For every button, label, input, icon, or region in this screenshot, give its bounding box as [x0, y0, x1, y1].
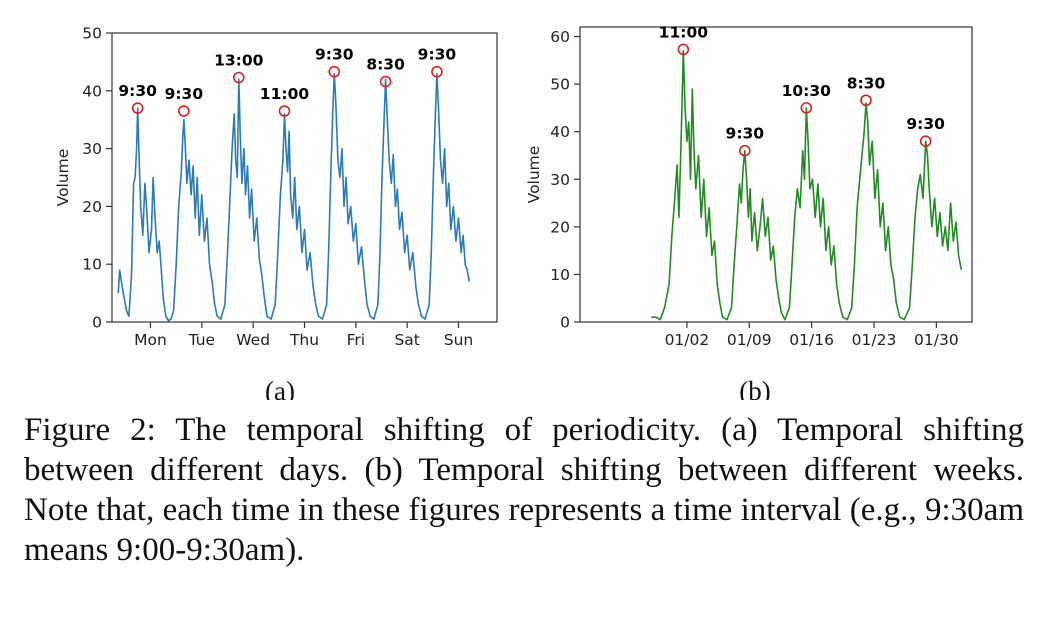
- panel-b: 0 10 20 30 40 50 60 01/02 01/09 01/16 01/23 01/30 Vo…: [525, 23, 973, 400]
- y-tick-label: 50: [82, 25, 102, 43]
- figure-canvas: 0 10 20 30 40 50 Mon Tue Wed Thu Fri Sat Sun Volume 9:…: [54, 23, 973, 400]
- peak-label: 9:30: [418, 46, 457, 64]
- peak-marker: [800, 102, 813, 114]
- y-axis-title: Volume: [54, 149, 72, 207]
- x-tick-label: 01/23: [852, 331, 897, 349]
- peak-label: 9:30: [315, 46, 354, 64]
- plot-frame: [579, 26, 973, 323]
- peak-label: 10:30: [782, 82, 832, 100]
- peak-label: 11:00: [659, 23, 709, 41]
- peak-label: 13:00: [214, 52, 264, 70]
- peak-marker: [328, 65, 341, 78]
- y-tick-label: 0: [560, 314, 570, 332]
- peak-marker: [431, 65, 443, 78]
- peak-marker: [131, 102, 144, 114]
- x-tick-label: Mon: [134, 331, 167, 349]
- peak-marker: [919, 135, 932, 147]
- x-tick-label: Tue: [188, 331, 215, 349]
- peak-label: 11:00: [260, 85, 310, 103]
- y-tick-label: 30: [82, 140, 102, 158]
- series-line: [117, 72, 471, 322]
- peak-marker: [677, 43, 690, 56]
- subfigure-label: (b): [739, 376, 770, 400]
- peak-label: 9:30: [118, 82, 157, 100]
- series-line: [651, 50, 963, 321]
- peak-label: 9:30: [165, 85, 204, 103]
- peak-marker: [379, 75, 392, 88]
- peak-label: 8:30: [366, 56, 405, 74]
- peak-marker: [178, 105, 190, 117]
- figure-caption: Figure 2: The temporal shifting of perio…: [24, 412, 1024, 568]
- peak-marker: [860, 94, 872, 107]
- y-tick-label: 40: [550, 123, 570, 141]
- y-axis-title: Volume: [525, 146, 543, 204]
- x-tick-label: 01/02: [665, 331, 710, 349]
- x-tick-label: 01/16: [789, 331, 834, 349]
- peak-marker: [278, 105, 291, 117]
- y-tick-label: 10: [550, 266, 570, 284]
- y-tick-label: 20: [550, 218, 570, 236]
- peak-label: 8:30: [847, 74, 886, 92]
- x-tick-label: 01/09: [727, 331, 772, 349]
- x-tick-label: Fri: [347, 331, 365, 349]
- y-tick-label: 60: [550, 28, 570, 46]
- peak-label: 9:30: [906, 115, 945, 133]
- x-tick-label: Sat: [394, 331, 419, 349]
- y-tick-label: 40: [82, 82, 102, 100]
- x-tick-label: Wed: [236, 331, 270, 349]
- y-tick-label: 20: [82, 198, 102, 216]
- peak-marker: [232, 71, 245, 84]
- x-tick-label: Sun: [444, 331, 474, 349]
- y-tick-label: 30: [550, 171, 570, 189]
- x-tick-label: 01/30: [914, 331, 959, 349]
- peak-marker: [739, 144, 751, 157]
- peak-label: 9:30: [726, 125, 765, 143]
- y-tick-label: 50: [550, 76, 570, 94]
- y-tick-label: 10: [82, 256, 102, 274]
- y-tick-label: 0: [92, 314, 102, 332]
- subfigure-label: (a): [265, 376, 295, 400]
- panel-a: 0 10 20 30 40 50 Mon Tue Wed Thu Fri Sat Sun Volume 9:…: [54, 25, 498, 400]
- x-tick-label: Thu: [289, 331, 319, 349]
